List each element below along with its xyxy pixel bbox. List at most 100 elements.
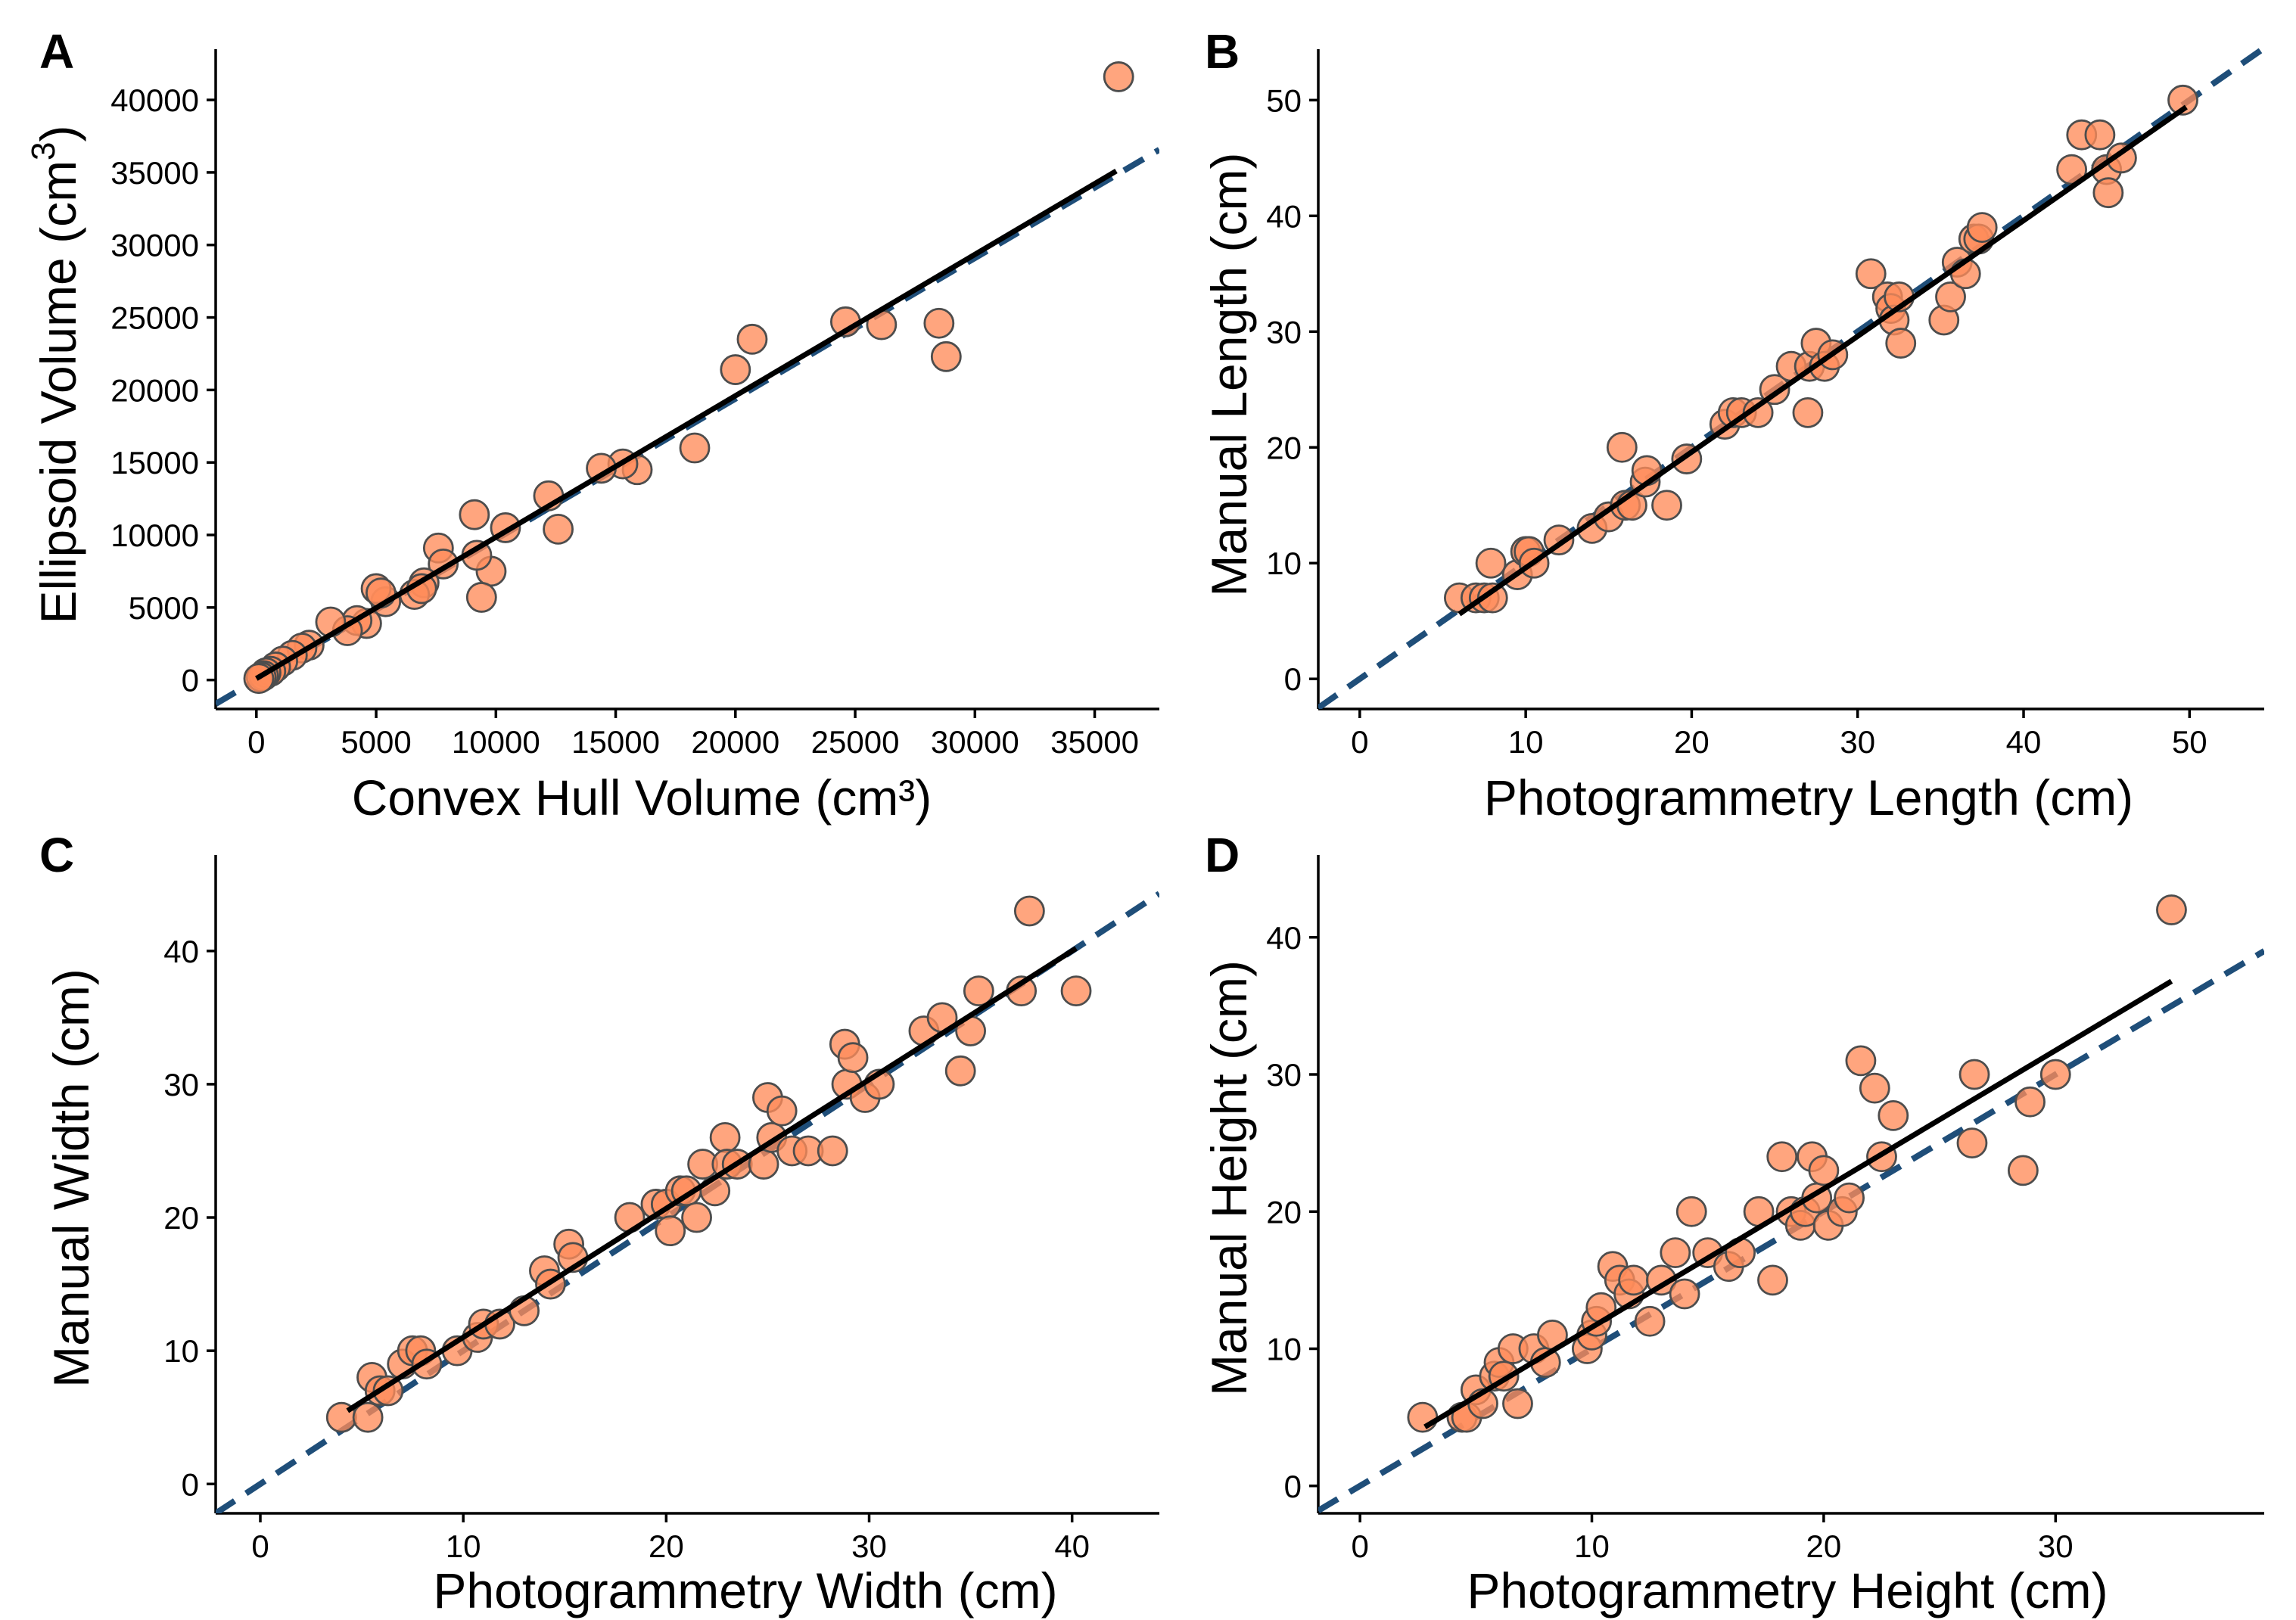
x-tick-label-b: 0 (1351, 724, 1368, 760)
x-tick-label-b: 10 (1508, 724, 1544, 760)
x-tick-label-b: 30 (1840, 724, 1875, 760)
y-axis-title-d: Manual Height (cm) (1201, 960, 1257, 1396)
y-tick-label-b: 50 (1266, 82, 1302, 118)
x-tick-label-a: 10000 (452, 724, 540, 760)
x-tick-label-a: 5000 (341, 724, 411, 760)
data-point-d (1808, 1155, 1840, 1186)
data-point-a (465, 582, 497, 613)
y-tick-label-c: 10 (163, 1333, 199, 1369)
y-tick-label-a: 10000 (110, 518, 199, 553)
data-point-a (923, 307, 955, 339)
x-tick-label-a: 0 (247, 724, 265, 760)
data-point-c (709, 1121, 741, 1153)
panel-label-d: D (1205, 828, 1240, 882)
x-tick-label-a: 15000 (571, 724, 660, 760)
x-tick-label-a: 20000 (691, 724, 779, 760)
panel-b: B Photogrammetry Length (cm) Manual Leng… (1201, 24, 2264, 826)
data-point-c (352, 1401, 384, 1433)
data-point-c (766, 1095, 798, 1127)
y-tick-label-c: 0 (182, 1466, 199, 1502)
y-tick-label-a: 25000 (110, 300, 199, 336)
data-point-a (720, 354, 751, 385)
data-point-c (655, 1215, 686, 1247)
data-point-c (944, 1055, 976, 1087)
data-point-c (963, 975, 994, 1007)
x-tick-label-a: 30000 (931, 724, 1019, 760)
y-tick-label-c: 40 (163, 934, 199, 969)
data-point-d (1618, 1264, 1650, 1296)
points-b (1444, 84, 2198, 614)
plot-area-d: 0 10 20 30 0 10 20 30 40 (1266, 855, 2264, 1564)
y-tick-label-d: 0 (1284, 1469, 1302, 1504)
y-axis-title-c: Manual Width (cm) (43, 969, 99, 1388)
data-point-d (2014, 1086, 2046, 1118)
y-axis-title-a: Ellipsoid Volume (cm3) (25, 125, 86, 623)
data-point-c (372, 1375, 404, 1407)
data-point-b (1935, 281, 1966, 312)
x-axis-title-d: Photogrammetry Height (cm) (1467, 1562, 2108, 1618)
data-point-d (1845, 1045, 1877, 1077)
x-tick-label-c: 20 (649, 1528, 684, 1564)
plot-area-a: 0 5000 10000 15000 20000 25000 30000 35000 0 5000… (110, 49, 1159, 760)
data-point-b (2092, 177, 2124, 209)
fit-line-c (346, 946, 1078, 1413)
data-point-b (1606, 431, 1638, 463)
y-tick-label-a: 20000 (110, 372, 199, 408)
data-point-d (1407, 1401, 1439, 1433)
panel-label-b: B (1205, 24, 1240, 79)
data-point-d (1757, 1264, 1788, 1296)
panel-c: C Photogrammetry Width (cm) Manual Width… (39, 828, 1159, 1618)
data-point-b (1966, 212, 1998, 243)
data-point-d (1660, 1237, 1691, 1269)
x-tick-label-d: 10 (1574, 1528, 1610, 1564)
data-point-d (1502, 1388, 1533, 1419)
data-point-d (1766, 1141, 1798, 1173)
y-tick-label-b: 30 (1266, 314, 1302, 350)
fit-line-a (255, 168, 1118, 681)
data-point-b (1651, 490, 1682, 521)
x-tick-label-c: 10 (446, 1528, 481, 1564)
x-tick-label-c: 30 (851, 1528, 887, 1564)
data-point-c (699, 1175, 731, 1207)
y-tick-label-d: 40 (1266, 920, 1302, 956)
y-tick-label-c: 30 (163, 1067, 199, 1102)
y-tick-label-a: 35000 (110, 155, 199, 191)
panel-label-c: C (39, 828, 74, 882)
data-point-a (459, 499, 490, 530)
x-tick-label-b: 50 (2172, 724, 2207, 760)
x-tick-label-a: 25000 (811, 724, 900, 760)
x-tick-label-d: 0 (1351, 1528, 1368, 1564)
plot-area-b: 0 10 20 30 40 50 0 10 20 30 40 50 (1266, 45, 2264, 760)
y-tick-label-b: 10 (1266, 546, 1302, 581)
data-point-c (837, 1042, 869, 1074)
x-axis-title-a: Convex Hull Volume (cm³) (352, 770, 932, 826)
y-tick-label-d: 30 (1266, 1057, 1302, 1093)
data-point-d (2156, 894, 2187, 925)
data-point-b (1475, 547, 1507, 579)
data-point-a (736, 323, 768, 355)
data-point-a (543, 513, 574, 545)
fit-line-d (1423, 978, 2173, 1429)
data-point-d (1956, 1127, 1988, 1159)
data-point-b (2106, 142, 2137, 174)
x-tick-label-d: 20 (1806, 1528, 1842, 1564)
y-tick-label-a: 30000 (110, 228, 199, 263)
x-tick-label-d: 30 (2038, 1528, 2074, 1564)
x-tick-label-c: 0 (251, 1528, 269, 1564)
x-tick-label-c: 40 (1054, 1528, 1090, 1564)
data-point-c (1060, 975, 1092, 1007)
data-point-d (1834, 1182, 1865, 1214)
y-tick-label-b: 20 (1266, 430, 1302, 465)
y-tick-label-b: 40 (1266, 198, 1302, 234)
data-point-d (1634, 1305, 1666, 1337)
data-point-d (2007, 1155, 2039, 1186)
y-tick-label-a: 15000 (110, 445, 199, 480)
y-tick-label-c: 20 (163, 1200, 199, 1236)
y-tick-label-a: 40000 (110, 82, 199, 118)
data-point-c (817, 1135, 848, 1167)
y-tick-label-a: 5000 (129, 590, 199, 626)
y-tick-label-b: 0 (1284, 661, 1302, 697)
data-point-c (681, 1202, 712, 1233)
